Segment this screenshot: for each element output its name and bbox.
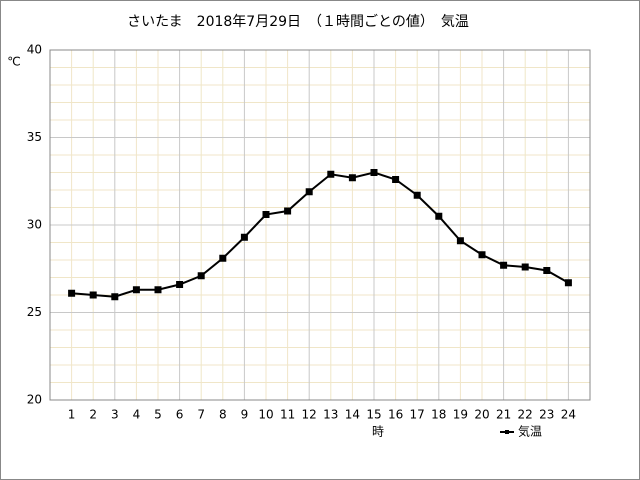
point xyxy=(392,176,400,183)
point xyxy=(111,293,119,301)
point xyxy=(327,170,335,178)
point xyxy=(154,286,162,294)
y-tick-label: 30 xyxy=(27,218,42,232)
y-tick-label: 35 xyxy=(27,130,42,144)
x-tick-label: 7 xyxy=(197,408,205,422)
x-tick-label: 2 xyxy=(89,408,97,422)
chart-title: さいたま 2018年7月29日 （１時間ごとの値） 気温 xyxy=(127,14,469,30)
x-tick-label: 18 xyxy=(431,408,446,422)
x-tick-label: 5 xyxy=(154,408,162,422)
point xyxy=(262,211,270,218)
y-tick-label: 40 xyxy=(27,43,42,57)
point xyxy=(176,281,184,288)
x-tick-label: 21 xyxy=(496,408,511,422)
point xyxy=(370,169,378,176)
x-tick-label: 6 xyxy=(176,408,184,422)
x-tick-label: 4 xyxy=(133,408,141,422)
point xyxy=(68,289,76,297)
y-tick-label: 20 xyxy=(27,393,42,407)
line xyxy=(71,171,569,298)
point xyxy=(132,286,140,294)
point xyxy=(500,261,508,269)
x-tick-label: 12 xyxy=(302,408,317,422)
point xyxy=(456,237,464,245)
legend-marker xyxy=(505,430,509,434)
x-tick-label: 23 xyxy=(539,408,554,422)
point xyxy=(305,188,313,196)
point xyxy=(435,212,443,220)
x-tick-label: 8 xyxy=(219,408,227,422)
point xyxy=(564,279,572,287)
point xyxy=(413,191,421,199)
x-tick-label: 24 xyxy=(561,408,576,422)
y-tick-label: 25 xyxy=(27,305,42,319)
point xyxy=(219,254,227,262)
x-axis-label: 時 xyxy=(372,425,384,439)
x-tick-label: 3 xyxy=(111,408,119,422)
x-tick-label: 19 xyxy=(453,408,468,422)
x-tick-label: 9 xyxy=(241,408,249,422)
point xyxy=(478,251,486,259)
point xyxy=(240,233,248,241)
x-tick-label: 16 xyxy=(388,408,403,422)
x-tick-label: 11 xyxy=(280,408,295,422)
legend-label: 気温 xyxy=(518,424,542,439)
point xyxy=(521,263,529,271)
point xyxy=(89,291,97,299)
x-tick-label: 17 xyxy=(410,408,425,422)
point xyxy=(197,272,205,280)
point xyxy=(543,267,551,274)
x-tick-label: 20 xyxy=(474,408,489,422)
point xyxy=(348,174,356,182)
plot-border xyxy=(49,49,591,401)
x-tick-label: 14 xyxy=(345,408,360,422)
x-tick-label: 22 xyxy=(518,408,533,422)
x-tick-label: 1 xyxy=(68,408,76,422)
x-tick-label: 15 xyxy=(366,408,381,422)
x-tick-label: 13 xyxy=(323,408,338,422)
x-tick-label: 10 xyxy=(258,408,273,422)
point xyxy=(284,207,292,215)
y-unit: ℃ xyxy=(7,55,20,69)
